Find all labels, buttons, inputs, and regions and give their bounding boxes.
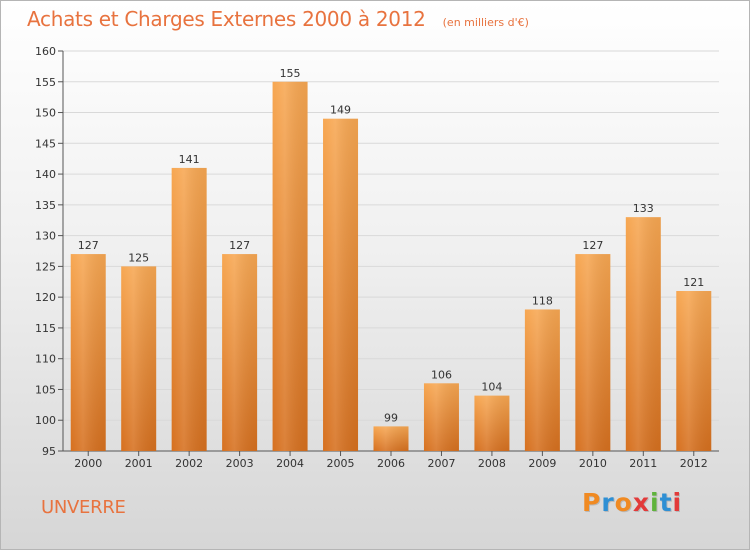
y-tick-label: 110 bbox=[35, 353, 56, 366]
y-tick-label: 105 bbox=[35, 383, 56, 396]
y-tick-label: 130 bbox=[35, 230, 56, 243]
y-tick-label: 120 bbox=[35, 291, 56, 304]
value-label-2000: 127 bbox=[78, 239, 99, 252]
value-label-2002: 141 bbox=[179, 153, 200, 166]
value-label-2012: 121 bbox=[683, 276, 704, 289]
bar-shine-2007 bbox=[423, 383, 459, 451]
chart-title-main: Achats et Charges Externes 2000 à 2012 bbox=[27, 7, 426, 31]
y-tick-label: 145 bbox=[35, 137, 56, 150]
value-label-2008: 104 bbox=[481, 381, 502, 394]
logo-letter: P bbox=[582, 488, 602, 517]
x-tick-label-2003: 2003 bbox=[226, 457, 254, 470]
value-label-2001: 125 bbox=[128, 251, 149, 264]
y-tick-label: 155 bbox=[35, 76, 56, 89]
logo-letter: x bbox=[632, 488, 650, 517]
y-tick-label: 115 bbox=[35, 322, 56, 335]
x-tick-label-2007: 2007 bbox=[427, 457, 455, 470]
x-tick-label-2009: 2009 bbox=[528, 457, 556, 470]
bar-layer bbox=[70, 81, 712, 452]
x-tick-label-2012: 2012 bbox=[680, 457, 708, 470]
chart-title: Achats et Charges Externes 2000 à 2012 (… bbox=[27, 7, 529, 31]
bar-shine-2011 bbox=[625, 217, 661, 451]
x-tick-label-2005: 2005 bbox=[327, 457, 355, 470]
logo-letter: r bbox=[601, 488, 615, 517]
value-label-2005: 149 bbox=[330, 104, 351, 117]
value-label-2007: 106 bbox=[431, 368, 452, 381]
x-tick-label-2004: 2004 bbox=[276, 457, 304, 470]
x-tick-label-2008: 2008 bbox=[478, 457, 506, 470]
bar-shine-2006 bbox=[373, 426, 409, 451]
label-layer: 127 2000 125 2001 141 2002 127 2003 155 2004 149 20… bbox=[74, 67, 708, 470]
bar-shine-2012 bbox=[676, 291, 712, 451]
value-label-2009: 118 bbox=[532, 294, 553, 307]
x-tick-label-2002: 2002 bbox=[175, 457, 203, 470]
y-tick-label: 125 bbox=[35, 260, 56, 273]
value-label-2010: 127 bbox=[582, 239, 603, 252]
y-tick-label: 100 bbox=[35, 414, 56, 427]
bar-shine-2002 bbox=[171, 167, 207, 451]
y-tick-label: 140 bbox=[35, 168, 56, 181]
value-label-2006: 99 bbox=[384, 411, 398, 424]
bar-shine-2009 bbox=[524, 309, 560, 451]
bar-shine-2003 bbox=[222, 254, 258, 451]
bar-shine-2000 bbox=[70, 254, 106, 451]
proxiti-logo[interactable]: Proxiti bbox=[582, 488, 682, 517]
grid-layer bbox=[63, 50, 719, 421]
place-name: UNVERRE bbox=[41, 497, 126, 518]
logo-letter: i bbox=[650, 488, 660, 517]
bar-shine-2004 bbox=[272, 81, 308, 452]
x-tick-label-2000: 2000 bbox=[74, 457, 102, 470]
x-tick-label-2001: 2001 bbox=[125, 457, 153, 470]
logo-letter: i bbox=[672, 488, 683, 517]
y-tick-label: 150 bbox=[35, 107, 56, 120]
bar-shine-2008 bbox=[474, 395, 510, 451]
x-tick-label-2011: 2011 bbox=[629, 457, 657, 470]
value-label-2004: 155 bbox=[280, 67, 301, 80]
bar-shine-2001 bbox=[121, 266, 157, 451]
chart-subtitle: (en milliers d'€) bbox=[442, 16, 529, 29]
bar-shine-2005 bbox=[323, 118, 359, 451]
y-tick-label: 160 bbox=[35, 45, 56, 58]
logo-letter: t bbox=[659, 488, 673, 517]
value-label-2003: 127 bbox=[229, 239, 250, 252]
bar-shine-2010 bbox=[575, 254, 611, 451]
y-tick-label: 135 bbox=[35, 199, 56, 212]
x-tick-label-2006: 2006 bbox=[377, 457, 405, 470]
logo-letter: o bbox=[614, 488, 633, 517]
value-label-2011: 133 bbox=[633, 202, 654, 215]
x-tick-label-2010: 2010 bbox=[579, 457, 607, 470]
y-tick-label: 95 bbox=[42, 445, 56, 458]
